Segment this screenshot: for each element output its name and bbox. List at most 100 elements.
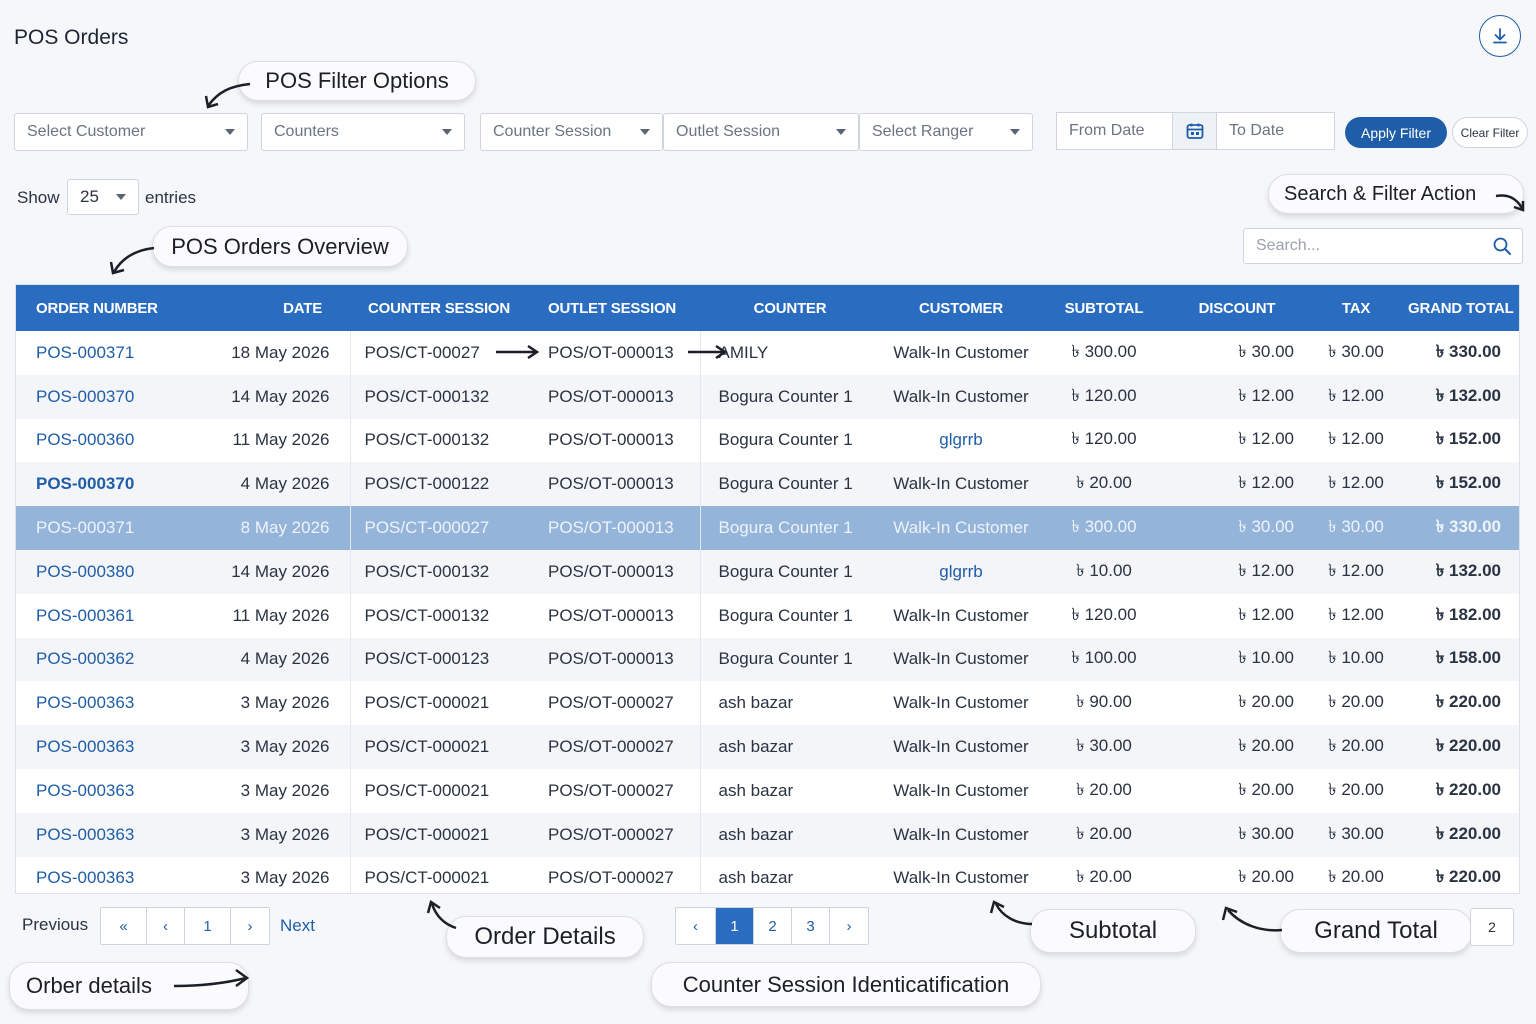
grand-total-value: ৳ 152.00 xyxy=(1435,473,1501,493)
order-number-link[interactable]: POS-000363 xyxy=(36,737,135,757)
outlet-session: POS/OT-000027 xyxy=(548,737,674,757)
table-row[interactable]: POS-000363 3 May 2026 POS/CT-000021 POS/OT-… xyxy=(16,725,1519,769)
subtotal-value: ৳ 20.00 xyxy=(1076,473,1132,493)
select-customer-dropdown[interactable]: Select Customer xyxy=(14,113,248,151)
customer-name: Walk-In Customer xyxy=(893,342,1029,362)
counter-name: Bogura Counter 1 xyxy=(699,374,880,419)
clear-filter-button[interactable]: Clear Filter xyxy=(1452,117,1528,148)
discount-value: ৳ 20.00 xyxy=(1238,736,1294,756)
table-row[interactable]: POS-000360 11 May 2026 POS/CT-000132 POS/OT… xyxy=(16,418,1519,463)
subtotal-value: ৳ 20.00 xyxy=(1076,867,1132,887)
column-customer[interactable]: CUSTOMER xyxy=(919,299,1003,317)
download-button[interactable] xyxy=(1479,15,1521,57)
customer-name: Walk-In Customer xyxy=(893,693,1029,713)
select-ranger-label: Select Ranger xyxy=(872,123,974,140)
order-number-link[interactable]: POS-000370 xyxy=(36,386,135,406)
tax-value: ৳ 20.00 xyxy=(1328,779,1384,799)
customer-name: Walk-In Customer xyxy=(893,780,1029,800)
table-row[interactable]: POS-000371 18 May 2026 POS/CT-00027 POS/OT-… xyxy=(16,331,1519,375)
counters-label: Counters xyxy=(274,123,339,140)
grand-total-value: ৳ 220.00 xyxy=(1435,779,1501,799)
customer-name: Walk-In Customer xyxy=(893,649,1029,669)
grand-total-value: ৳ 132.00 xyxy=(1435,385,1501,405)
entries-label: entries xyxy=(145,188,197,207)
column-counter-session[interactable]: COUNTER SESSION xyxy=(368,299,511,317)
order-number-link[interactable]: POS-000363 xyxy=(36,693,135,713)
next-page-arrow-button[interactable]: › xyxy=(247,917,253,935)
table-row[interactable]: POS-000363 3 May 2026 POS/CT-000021 POS/OT-… xyxy=(16,856,1519,893)
order-date: 3 May 2026 xyxy=(240,737,330,757)
annotation-orders-overview-label: POS Orders Overview xyxy=(171,233,389,259)
next-label[interactable]: Next xyxy=(280,916,315,935)
subtotal-value: ৳ 120.00 xyxy=(1071,385,1137,405)
page-3-button[interactable]: 3 xyxy=(792,908,830,944)
from-date-field[interactable]: From Date xyxy=(1056,112,1173,150)
column-date[interactable]: DATE xyxy=(283,299,322,317)
tax-value: ৳ 30.00 xyxy=(1328,517,1384,537)
counter-session-dropdown[interactable]: Counter Session xyxy=(480,113,663,151)
entries-per-page-select[interactable]: 25 xyxy=(67,179,139,215)
table-row[interactable]: POS-000361 11 May 2026 POS/CT-000132 POS/OT… xyxy=(16,593,1519,638)
outlet-session-dropdown[interactable]: Outlet Session xyxy=(663,113,859,151)
column-counter[interactable]: COUNTER xyxy=(753,299,827,317)
order-number-link[interactable]: POS-000360 xyxy=(36,430,135,450)
table-row[interactable]: POS-000363 3 May 2026 POS/CT-000021 POS/OT-… xyxy=(16,681,1519,726)
chevron-down-icon xyxy=(836,129,846,135)
order-number-link[interactable]: POS-000363 xyxy=(36,824,135,844)
page-title: POS Orders xyxy=(14,26,129,49)
search-icon[interactable] xyxy=(1492,236,1512,256)
column-subtotal[interactable]: SUBTOTAL xyxy=(1064,299,1144,317)
page-2-button[interactable]: 2 xyxy=(754,908,792,944)
table-row[interactable]: POS-000363 3 May 2026 POS/CT-000021 POS/OT-… xyxy=(16,812,1519,857)
table-row[interactable]: POS-000363 3 May 2026 POS/CT-000021 POS/OT-… xyxy=(16,768,1519,813)
counter-session: POS/CT-000021 xyxy=(349,768,544,813)
select-ranger-dropdown[interactable]: Select Ranger xyxy=(859,113,1033,151)
to-date-field[interactable]: To Date xyxy=(1216,112,1335,150)
order-number-link[interactable]: POS-000370 xyxy=(36,474,135,494)
order-number-link[interactable]: POS-000371 xyxy=(36,342,135,362)
subtotal-value: ৳ 90.00 xyxy=(1076,692,1132,712)
table-row[interactable]: POS-000370 4 May 2026 POS/CT-000122 POS/OT-… xyxy=(16,462,1519,507)
prev-page-button[interactable]: ‹ xyxy=(147,908,185,944)
tax-value: ৳ 12.00 xyxy=(1328,604,1384,624)
order-number-link[interactable]: POS-000362 xyxy=(36,649,135,669)
search-input[interactable] xyxy=(1256,237,1476,255)
column-discount[interactable]: DISCOUNT xyxy=(1198,299,1276,317)
counters-dropdown[interactable]: Counters xyxy=(261,113,465,151)
order-number-link[interactable]: POS-000371 xyxy=(36,518,135,538)
search-field[interactable] xyxy=(1243,228,1523,264)
grand-total-value: ৳ 158.00 xyxy=(1435,648,1501,668)
grand-total-value: ৳ 220.00 xyxy=(1435,736,1501,756)
counter-name: ash bazar xyxy=(699,681,880,726)
next-page-button[interactable]: › xyxy=(846,917,852,935)
page-1-button[interactable]: 1 xyxy=(716,908,754,944)
customer-name: Walk-In Customer xyxy=(893,474,1029,494)
to-date-placeholder: To Date xyxy=(1229,122,1285,139)
order-number-link[interactable]: POS-000363 xyxy=(36,780,135,800)
chevron-down-icon xyxy=(1010,129,1020,135)
column-order-number[interactable]: ORDER NUMBER xyxy=(36,299,158,317)
column-grand-total[interactable]: GRAND TOTAL xyxy=(1408,299,1514,317)
current-page-button[interactable]: 1 xyxy=(185,908,231,944)
prev-page-button[interactable]: ‹ xyxy=(676,908,716,944)
tax-value: ৳ 12.00 xyxy=(1328,385,1384,405)
page-2-indicator[interactable]: 2 xyxy=(1470,908,1514,946)
table-row[interactable]: POS-000370 14 May 2026 POS/CT-000132 POS/OT… xyxy=(16,374,1519,419)
order-number-link[interactable]: POS-000361 xyxy=(36,605,135,625)
table-row[interactable]: POS-000371 8 May 2026 POS/CT-000027 POS/OT-… xyxy=(16,506,1519,550)
orders-table: ORDER NUMBER DATE COUNTER SESSION OUTLET… xyxy=(15,284,1520,894)
order-number-link[interactable]: POS-000380 xyxy=(36,561,135,581)
first-page-button[interactable]: « xyxy=(101,908,147,944)
apply-filter-button[interactable]: Apply Filter xyxy=(1345,117,1447,148)
annotation-order-details: Order Details xyxy=(446,916,644,958)
previous-label[interactable]: Previous xyxy=(22,915,89,934)
subtotal-value: ৳ 120.00 xyxy=(1071,429,1137,449)
outlet-session: POS/OT-000013 xyxy=(548,561,674,581)
column-outlet-session[interactable]: OUTLET SESSION xyxy=(548,299,677,317)
table-row[interactable]: POS-000362 4 May 2026 POS/CT-000123 POS/OT-… xyxy=(16,637,1519,682)
column-tax[interactable]: TAX xyxy=(1341,299,1371,317)
order-number-link[interactable]: POS-000363 xyxy=(36,868,135,888)
table-row[interactable]: POS-000380 14 May 2026 POS/CT-000132 POS/OT… xyxy=(16,549,1519,594)
counter-session: POS/CT-000021 xyxy=(349,812,544,857)
calendar-button[interactable] xyxy=(1172,112,1217,150)
